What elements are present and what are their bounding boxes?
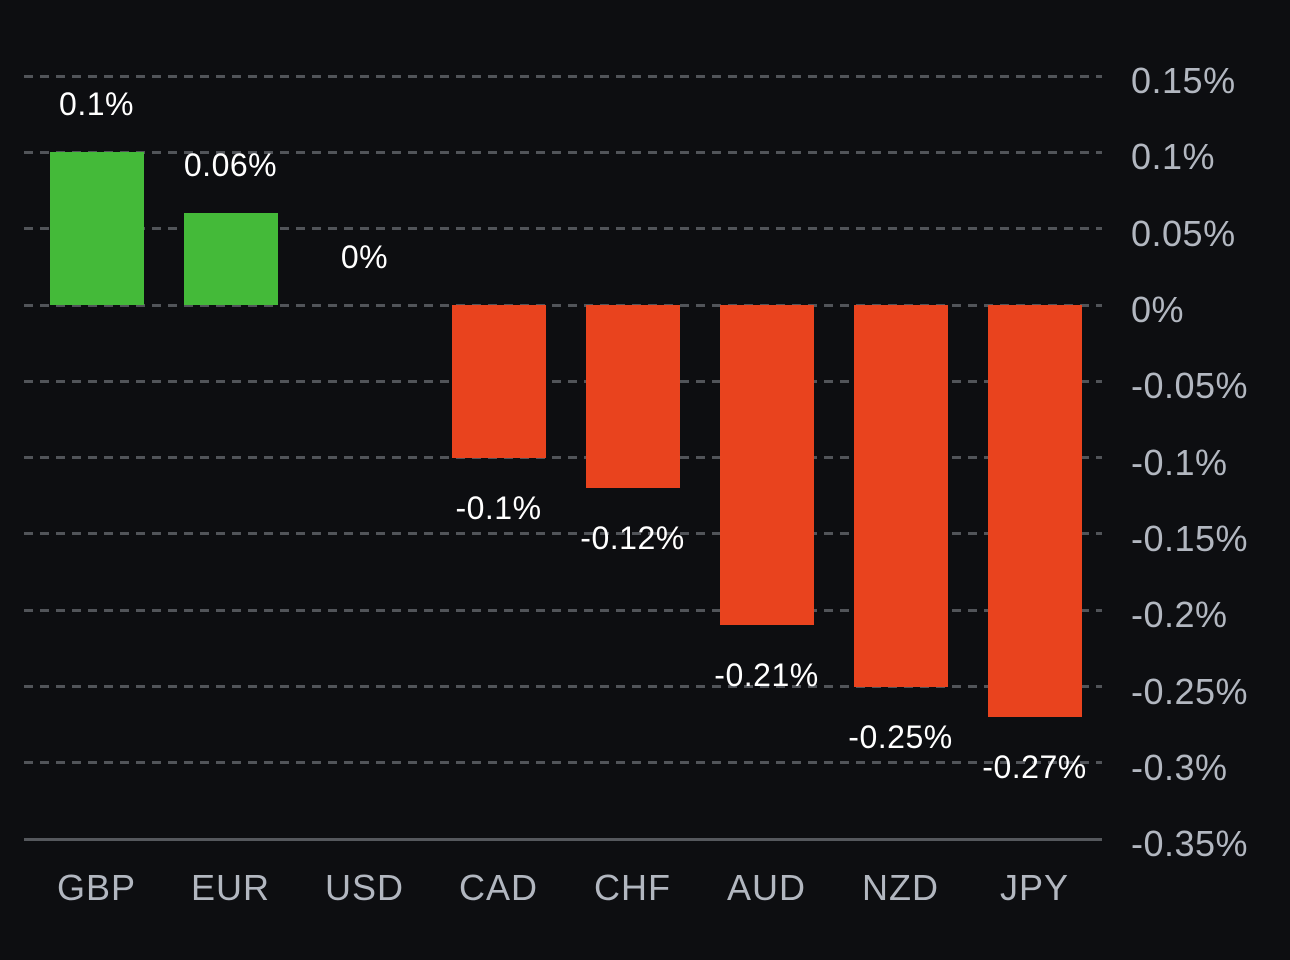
gridline — [24, 761, 1102, 765]
bar-value-label-jpy: -0.27% — [982, 749, 1087, 786]
x-axis-label-usd: USD — [324, 867, 405, 908]
x-axis-label-gbp: GBP — [56, 867, 137, 908]
gridline — [24, 74, 1102, 78]
x-axis-label-chf: CHF — [594, 867, 671, 908]
y-axis-tick-label: -0.25% — [1131, 670, 1249, 712]
gridline — [24, 150, 1102, 154]
bar-value-label-eur: 0.06% — [183, 147, 278, 184]
y-axis-tick-label: 0.05% — [1131, 212, 1236, 254]
y-axis-tick-label: 0% — [1131, 289, 1185, 330]
bar-value-label-gbp: 0.1% — [59, 86, 134, 123]
bar-nzd — [853, 305, 948, 687]
bar-jpy — [987, 305, 1082, 718]
y-axis-tick-label: 0.15% — [1131, 60, 1236, 102]
gridline — [24, 227, 1102, 231]
gridline — [24, 379, 1102, 383]
bar-value-label-usd: 0% — [340, 239, 389, 275]
x-axis-label-cad: CAD — [458, 867, 539, 908]
bar-value-label-cad: -0.1% — [455, 489, 542, 526]
gridline — [24, 456, 1102, 460]
x-axis-label-jpy: JPY — [999, 867, 1070, 908]
y-axis-tick-label: -0.3% — [1131, 746, 1228, 788]
x-axis-label-aud: AUD — [726, 867, 807, 908]
bar-value-label-aud: -0.21% — [714, 657, 819, 694]
y-axis-tick-label: -0.35% — [1131, 823, 1249, 865]
y-axis-tick-label: 0.1% — [1131, 136, 1216, 178]
axis-baseline — [24, 837, 1102, 841]
bar-aud — [719, 305, 814, 626]
bar-value-label-chf: -0.12% — [580, 520, 685, 557]
y-axis-tick-label: -0.1% — [1131, 441, 1228, 483]
gridline — [24, 685, 1102, 688]
bar-gbp — [49, 152, 144, 305]
y-axis-tick-label: -0.05% — [1131, 365, 1249, 407]
y-axis-tick-label: -0.2% — [1131, 594, 1228, 636]
bar-cad — [451, 305, 546, 458]
bar-value-label-nzd: -0.25% — [848, 718, 953, 755]
y-axis-tick-label: -0.15% — [1131, 517, 1249, 559]
bar-chf — [585, 305, 680, 489]
gridline — [24, 608, 1102, 612]
bar-eur — [183, 213, 278, 305]
gridline — [24, 532, 1102, 536]
gridline — [24, 303, 1102, 307]
x-axis-label-eur: EUR — [190, 867, 271, 908]
x-axis-label-nzd: NZD — [862, 867, 939, 908]
